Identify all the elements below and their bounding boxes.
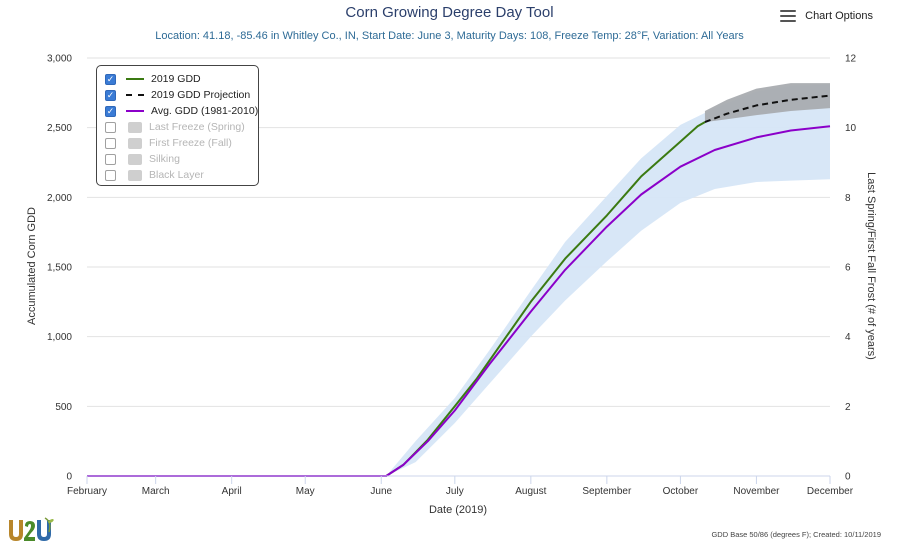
x-tick-label: October (663, 486, 699, 497)
legend-swatch-icon (128, 121, 142, 133)
x-tick-label: June (370, 486, 392, 497)
legend-item[interactable]: Silking (105, 151, 180, 167)
legend-swatch-icon (125, 74, 145, 85)
chart-options-label: Chart Options (805, 10, 873, 22)
confidence-bands (386, 83, 830, 477)
checkbox-checked-icon[interactable]: ✓ (105, 105, 116, 117)
x-tick-label: April (222, 486, 242, 497)
legend-label: Avg. GDD (1981-2010) (151, 105, 259, 117)
checkbox-checked-icon[interactable]: ✓ (105, 73, 116, 85)
x-tick-label: December (807, 486, 854, 497)
y2-tick-label: 0 (845, 472, 851, 483)
legend-label: Silking (149, 153, 180, 165)
footer-note: GDD Base 50/86 (degrees F); Created: 10/… (711, 530, 881, 539)
checkbox-checked-icon[interactable]: ✓ (105, 89, 116, 101)
legend-item[interactable]: ✓ Avg. GDD (1981-2010) (105, 103, 258, 119)
y2-tick-label: 12 (845, 54, 857, 65)
axis-labels: Date (2019) Accumulated Corn GDD Last Sp… (26, 172, 877, 516)
y2-tick-label: 6 (845, 263, 851, 274)
checkbox-unchecked-icon[interactable] (105, 169, 116, 181)
y2-tick-label: 4 (845, 332, 851, 343)
legend-label: 2019 GDD (151, 73, 201, 85)
axes: February March April May June July August Septe… (47, 54, 857, 498)
checkbox-unchecked-icon[interactable] (105, 137, 116, 149)
y2-tick-label: 10 (845, 123, 857, 134)
legend-swatch-icon (128, 169, 142, 181)
y2-tick-label: 8 (845, 193, 851, 204)
checkbox-unchecked-icon[interactable] (105, 121, 116, 133)
legend-item[interactable]: ✓ 2019 GDD (105, 71, 201, 87)
y2-tick-label: 2 (845, 402, 851, 413)
x-axis-title: Date (2019) (429, 504, 487, 516)
x-tick-label: May (296, 486, 315, 497)
range-band (386, 84, 830, 477)
legend-label: 2019 GDD Projection (151, 89, 251, 101)
legend-label: Black Layer (149, 169, 204, 181)
x-tick-label: August (515, 486, 546, 497)
legend: ✓ 2019 GDD ✓ 2019 GDD Projection ✓ Avg. GDD (… (96, 65, 259, 186)
x-tick-label: March (142, 486, 170, 497)
y-tick-label: 0 (66, 472, 72, 483)
legend-swatch-icon (128, 137, 142, 149)
x-tick-label: February (67, 486, 107, 497)
menu-icon (780, 10, 797, 22)
y-tick-label: 1,000 (47, 332, 72, 343)
checkbox-unchecked-icon[interactable] (105, 153, 116, 165)
legend-item[interactable]: ✓ 2019 GDD Projection (105, 87, 250, 103)
legend-label: Last Freeze (Spring) (149, 121, 245, 133)
legend-swatch-icon (125, 106, 145, 117)
y-axis-title: Accumulated Corn GDD (26, 207, 38, 325)
legend-item[interactable]: Last Freeze (Spring) (105, 119, 245, 135)
x-tick-label: November (733, 486, 780, 497)
chart-subtitle: Location: 41.18, -85.46 in Whitley Co., … (155, 30, 744, 42)
x-tick-label: July (446, 486, 464, 497)
y-tick-label: 1,500 (47, 263, 72, 274)
y-tick-label: 2,000 (47, 193, 72, 204)
legend-swatch-icon (128, 153, 142, 165)
chart-options-button[interactable]: Chart Options (780, 10, 873, 22)
legend-label: First Freeze (Fall) (149, 137, 232, 149)
y-tick-label: 500 (55, 402, 72, 413)
u2u-logo (9, 517, 54, 541)
x-tick-label: September (582, 486, 632, 497)
series-lines (87, 94, 831, 477)
chart-title: Corn Growing Degree Day Tool (345, 4, 554, 21)
y-tick-label: 3,000 (47, 54, 72, 65)
series-line (704, 94, 831, 124)
legend-swatch-icon (125, 90, 145, 101)
legend-item[interactable]: Black Layer (105, 167, 204, 183)
y2-axis-title: Last Spring/First Fall Frost (# of years… (865, 172, 877, 360)
y-tick-label: 2,500 (47, 123, 72, 134)
series-line (87, 125, 831, 477)
legend-item[interactable]: First Freeze (Fall) (105, 135, 232, 151)
